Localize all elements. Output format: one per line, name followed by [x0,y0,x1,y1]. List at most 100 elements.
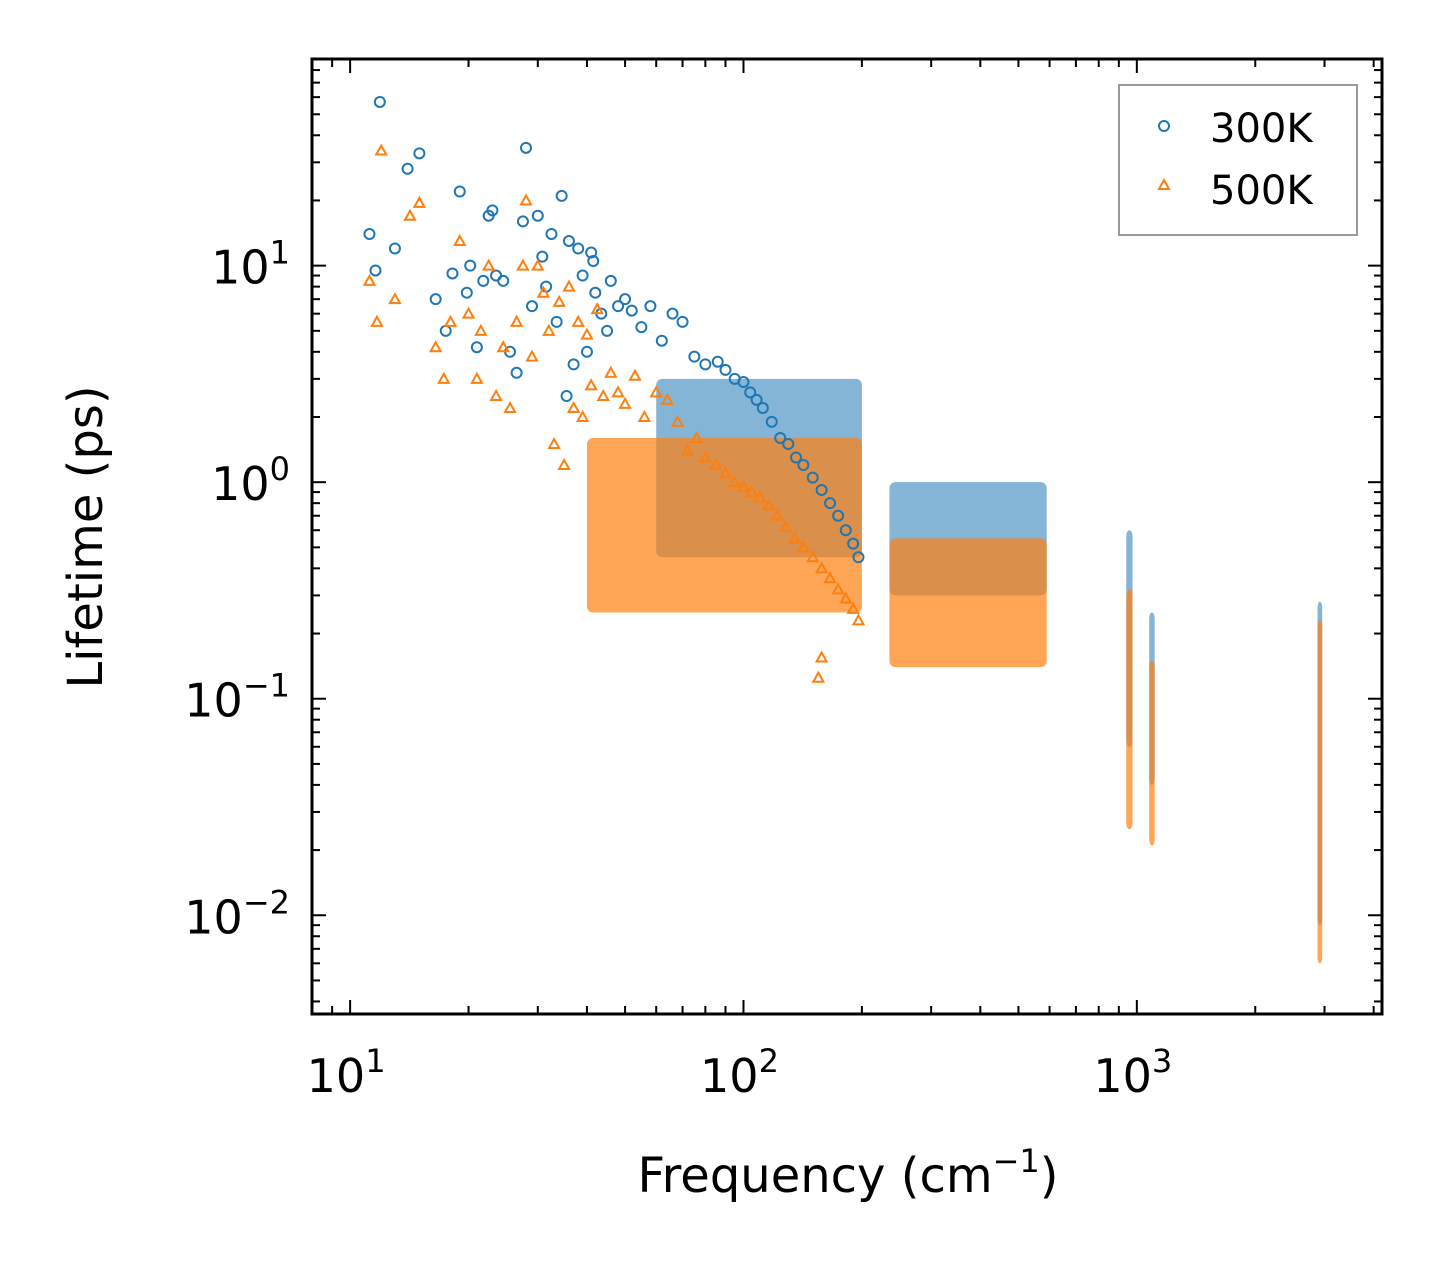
point-300k-62 [797,459,810,472]
x-tick-label-3: 103 [1093,1042,1172,1103]
dense-band-500k-1 [586,437,862,613]
point-300k-32 [572,242,585,255]
point-500k-38 [628,368,642,381]
x-tick-label-1: 101 [307,1042,386,1103]
legend-label-300k: 300K [1210,106,1314,152]
point-300k-26 [545,227,558,240]
point-300k-40 [604,274,617,287]
point-500k-33 [590,302,605,315]
point-300k-12 [470,341,483,354]
point-500k-4 [403,208,417,221]
legend-label-500k: 500K [1210,168,1314,214]
point-300k-34 [580,345,593,358]
x-axis-label-text: Frequency [637,1148,885,1204]
point-500k-31 [580,327,594,340]
point-500k-14 [489,388,503,402]
legend: 300K 500K [1118,84,1358,236]
point-500k-45 [698,450,713,463]
point-500k-19 [519,193,533,206]
x-axis-label: Frequency (cm−1) [637,1142,1058,1204]
point-500k-27 [562,279,576,292]
y-tick-label-neg2: 10−2 [184,883,290,944]
y-tick-label-neg1: 10−1 [184,667,290,728]
point-300k-9 [453,185,466,198]
point-300k-50 [699,358,712,371]
dense-band-500k-3 [889,538,1047,668]
point-500k-15 [496,340,510,353]
point-300k-59 [774,431,787,444]
point-500k-26 [557,457,571,471]
point-300k-56 [750,393,763,406]
point-300k-46 [655,334,668,347]
point-500k-61 [839,591,853,604]
point-300k-55 [744,386,757,399]
point-500k-29 [571,314,585,327]
scatter-points-layer [362,95,866,683]
point-500k-28 [566,400,581,414]
point-500k-37 [618,396,632,409]
point-300k-6 [429,293,442,306]
point-300k-27 [550,315,563,328]
point-500k-48 [728,475,742,488]
point-300k-67 [839,524,852,537]
point-500k-60 [831,582,845,595]
legend-marker-300k [1158,120,1170,132]
point-500k-17 [509,314,524,327]
point-500k-32 [584,378,598,391]
point-300k-58 [765,415,778,428]
point-300k-57 [756,402,769,415]
point-300k-5 [413,147,426,160]
point-300k-44 [635,321,648,334]
point-500k-20 [525,349,539,362]
point-500k-58 [814,561,829,574]
point-300k-39 [601,324,614,337]
point-300k-33 [576,269,589,282]
point-500k-44 [689,430,704,443]
point-300k-69 [852,551,865,564]
point-300k-65 [824,497,837,510]
point-300k-17 [497,274,510,287]
point-500k-0 [362,273,377,286]
point-300k-21 [520,141,533,154]
point-300k-31 [567,358,580,371]
point-300k-37 [589,286,602,299]
dense-band-500k-5 [1126,589,1133,830]
point-300k-3 [388,242,401,255]
point-500k-8 [443,314,458,327]
point-500k-6 [428,340,443,353]
point-300k-15 [486,204,499,217]
point-300k-1 [369,264,382,277]
axes-layer: 101 102 103 101 100 10−1 10−2 [184,57,1384,1103]
point-300k-13 [477,274,490,287]
point-300k-52 [719,363,732,376]
point-500k-2 [374,143,388,156]
point-500k-18 [516,258,530,271]
point-300k-68 [847,537,860,550]
point-500k-57 [806,550,820,563]
point-500k-11 [470,371,484,384]
plot-frame [310,57,1384,1016]
point-500k-49 [736,479,751,493]
point-500k-35 [604,365,618,378]
point-300k-41 [612,300,625,313]
point-300k-36 [587,255,600,268]
point-300k-30 [562,234,575,247]
point-500k-21 [531,258,545,271]
point-300k-10 [460,286,473,299]
point-300k-2 [373,95,386,108]
point-300k-8 [446,267,459,280]
point-300k-63 [806,471,819,484]
point-300k-43 [625,304,638,317]
point-500k-64 [811,670,826,683]
point-300k-49 [688,350,701,363]
point-500k-62 [846,601,860,614]
point-500k-9 [453,233,467,246]
point-500k-36 [611,385,625,398]
point-500k-5 [412,195,427,208]
point-300k-4 [401,162,414,175]
point-500k-53 [770,508,785,521]
point-300k-0 [363,227,376,240]
point-500k-47 [718,466,733,479]
point-500k-54 [778,520,793,533]
